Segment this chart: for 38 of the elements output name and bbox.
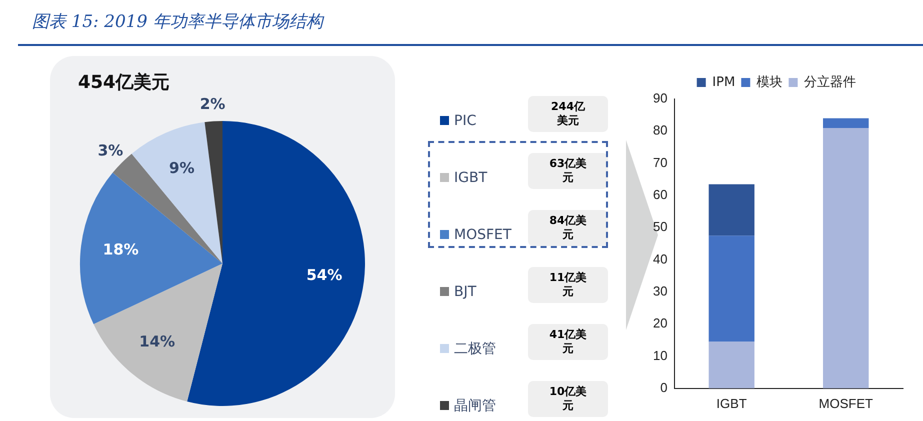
- legend-label: BJT: [454, 284, 478, 300]
- chart-subtitle: 454亿美元: [78, 71, 170, 94]
- bar: [823, 118, 869, 128]
- legend-label: MOSFET: [454, 226, 512, 242]
- bar: [708, 184, 754, 236]
- legend-label: 二极管: [454, 340, 497, 358]
- chart-title: 图表 15: 2019 年功率半导体市场结构: [32, 11, 323, 33]
- legend-label: IPM: [712, 74, 736, 90]
- y-tick-label: 90: [652, 90, 668, 106]
- data-label: 14%: [139, 332, 176, 350]
- text: 10亿美元: [528, 381, 608, 417]
- data-label: 54%: [306, 266, 342, 284]
- text: 41亿美元: [528, 324, 608, 360]
- text: 63亿美元: [528, 153, 608, 189]
- legend-label: 分立器件: [804, 74, 856, 90]
- bar: [708, 342, 754, 388]
- legend-label: 模块: [756, 74, 783, 90]
- bar: [823, 128, 869, 388]
- legend-label: IGBT: [454, 170, 488, 186]
- y-tick-label: 50: [652, 219, 668, 234]
- text: 84亿美元: [528, 210, 608, 246]
- y-tick-label: 70: [652, 154, 668, 170]
- y-tick-label: 80: [652, 122, 668, 138]
- y-tick-label: 40: [652, 251, 668, 266]
- bar: [708, 236, 754, 342]
- text: 244亿美元: [528, 96, 608, 132]
- legend-label: 晶闸管: [454, 396, 497, 414]
- y-tick-label: 10: [652, 348, 668, 363]
- y-tick-label: 20: [652, 316, 668, 331]
- data-label: 2%: [200, 95, 226, 114]
- y-tick-label: 30: [652, 284, 668, 299]
- data-label: 3%: [98, 141, 124, 160]
- y-tick-label: 0: [660, 380, 668, 395]
- legend-label: PIC: [454, 112, 478, 128]
- text: 11亿美元: [528, 267, 608, 303]
- y-tick-label: 60: [652, 187, 668, 202]
- data-label: 18%: [102, 240, 139, 259]
- data-label: 9%: [169, 159, 194, 178]
